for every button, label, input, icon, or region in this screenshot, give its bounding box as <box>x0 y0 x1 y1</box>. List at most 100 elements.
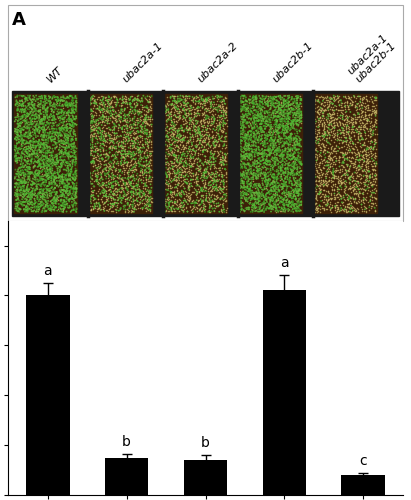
Point <box>178 126 185 134</box>
Point <box>267 144 273 152</box>
Point <box>346 93 352 101</box>
Point <box>24 105 31 113</box>
Point <box>312 184 318 192</box>
Point <box>73 120 80 128</box>
Point <box>290 194 296 202</box>
Point <box>16 200 22 207</box>
Point <box>270 174 277 182</box>
Point <box>182 110 189 118</box>
Point <box>171 94 178 102</box>
Point <box>179 188 186 196</box>
Point <box>242 190 249 198</box>
Point <box>253 174 259 182</box>
Point <box>320 112 327 120</box>
Point <box>66 188 73 196</box>
Point <box>296 112 302 120</box>
Point <box>319 138 326 146</box>
Point <box>183 104 189 112</box>
Point <box>34 195 41 203</box>
Point <box>178 192 185 200</box>
Point <box>86 121 93 129</box>
Point <box>182 192 189 200</box>
Point <box>174 191 180 199</box>
Point <box>25 150 31 158</box>
Point <box>200 205 207 213</box>
Point <box>243 194 249 202</box>
Point <box>241 169 247 177</box>
Point <box>169 162 176 170</box>
Point <box>279 156 286 164</box>
Point <box>164 100 170 108</box>
Point <box>124 180 131 188</box>
Point <box>364 172 371 180</box>
Point <box>213 168 219 175</box>
Point <box>88 122 95 130</box>
Point <box>140 173 146 181</box>
Point <box>252 120 258 128</box>
Point <box>143 204 150 212</box>
Point <box>87 169 93 177</box>
Point <box>101 122 108 130</box>
Point <box>357 154 364 162</box>
Point <box>99 96 106 104</box>
Point <box>357 123 364 131</box>
Point <box>92 170 99 178</box>
Point <box>132 165 138 173</box>
Point <box>122 95 129 103</box>
Point <box>188 169 194 177</box>
Point <box>21 176 28 184</box>
Point <box>110 144 117 152</box>
Point <box>122 133 128 141</box>
Point <box>39 140 46 148</box>
Point <box>211 160 217 168</box>
Point <box>69 116 76 124</box>
Point <box>133 114 140 122</box>
Point <box>122 180 129 188</box>
Point <box>69 100 76 108</box>
Point <box>69 170 76 178</box>
Point <box>290 118 296 126</box>
Point <box>195 144 201 152</box>
Point <box>240 184 247 192</box>
Point <box>98 195 104 203</box>
Point <box>324 154 331 162</box>
Point <box>105 190 112 198</box>
Point <box>134 200 140 208</box>
Point <box>29 128 36 136</box>
Point <box>173 155 179 163</box>
Point <box>140 118 146 126</box>
Point <box>293 108 300 116</box>
Point <box>127 200 134 208</box>
Point <box>339 132 346 140</box>
Point <box>182 172 188 180</box>
Point <box>122 174 129 182</box>
Point <box>102 190 109 198</box>
Point <box>167 190 173 198</box>
Point <box>253 195 259 203</box>
Point <box>353 124 360 132</box>
Point <box>344 140 351 148</box>
Point <box>116 124 123 132</box>
Point <box>333 154 339 162</box>
Point <box>261 112 268 120</box>
Point <box>269 98 275 106</box>
Point <box>147 102 153 110</box>
Point <box>87 106 93 114</box>
Point <box>25 193 32 201</box>
Point <box>169 170 175 177</box>
Point <box>343 182 349 190</box>
Point <box>192 190 199 198</box>
Point <box>25 148 31 156</box>
Point <box>351 198 358 206</box>
Point <box>39 188 46 196</box>
Point <box>254 206 261 214</box>
Point <box>25 142 31 150</box>
Point <box>169 148 176 156</box>
Point <box>298 160 305 168</box>
Point <box>240 158 246 166</box>
Point <box>246 110 253 118</box>
Point <box>56 114 63 122</box>
Point <box>19 161 26 169</box>
Point <box>194 132 200 140</box>
Point <box>287 110 294 118</box>
